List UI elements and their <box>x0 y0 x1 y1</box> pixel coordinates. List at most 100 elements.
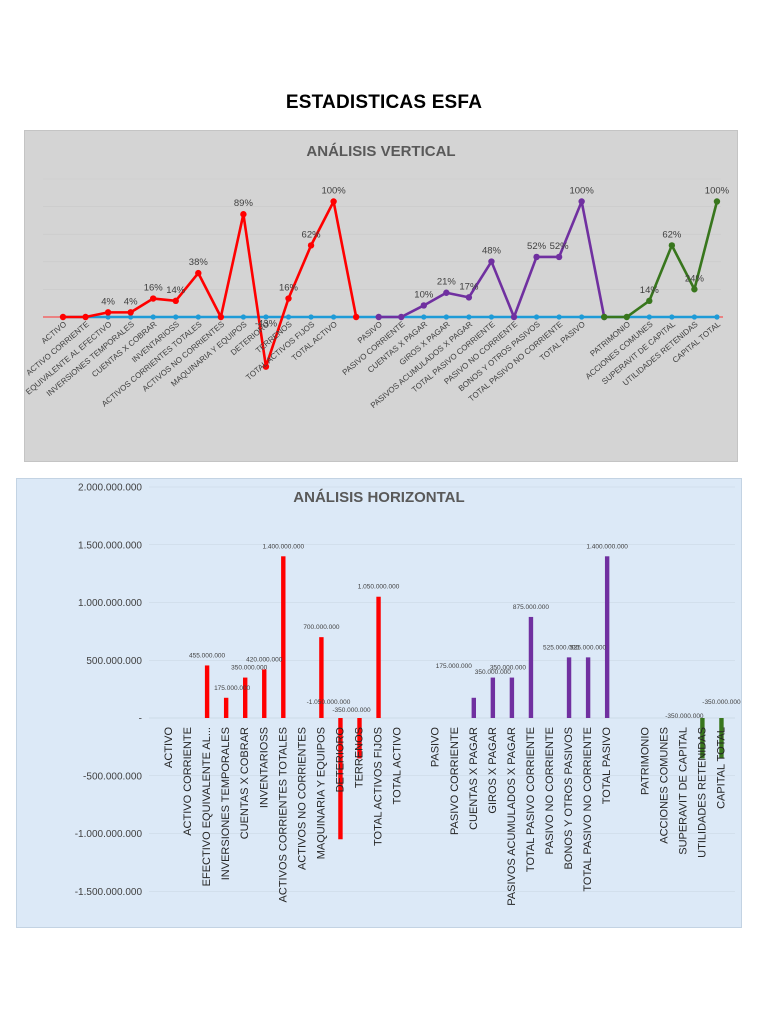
category-label: INVERSIONES TEMPORALES <box>220 727 232 880</box>
bar-data-label: -350.000.000 <box>332 707 371 714</box>
category-label: ACCIONES COMUNES <box>658 727 670 844</box>
baseline-point <box>128 314 134 320</box>
data-label: 100% <box>569 186 594 197</box>
y-tick-label: 2.000.000.000 <box>78 483 142 494</box>
data-label: 14% <box>166 285 186 296</box>
category-label: PASIVOS ACUMULADOS X PAGAR <box>506 727 518 906</box>
bar-data-label: 350.000.000 <box>231 665 268 672</box>
bar-data-label: 525.000.000 <box>543 644 580 651</box>
data-point <box>555 253 563 261</box>
bar <box>509 677 515 718</box>
horizontal-chart-title: ANÁLISIS HORIZONTAL <box>293 489 465 506</box>
data-point <box>285 295 292 302</box>
data-label: 89% <box>234 198 254 209</box>
baseline-point <box>240 314 246 320</box>
data-point <box>172 297 179 305</box>
data-point <box>217 313 225 321</box>
category-label: TOTAL PASIVO <box>601 727 613 805</box>
data-label: 10% <box>414 289 434 300</box>
y-tick-label: 1.500.000.000 <box>78 540 142 551</box>
series-line-2 <box>604 201 719 319</box>
category-label: TOTAL PASIVO CORRIENTE <box>525 727 537 872</box>
data-label: 62% <box>302 229 322 240</box>
data-point <box>150 295 157 302</box>
data-point <box>59 313 67 321</box>
bar <box>585 657 591 718</box>
bar-data-label: 455.000.000 <box>189 652 226 659</box>
category-label: CUENTAS X PAGAR <box>468 727 480 830</box>
baseline-point <box>105 314 111 320</box>
bar <box>281 556 286 718</box>
data-label: 62% <box>662 229 682 240</box>
category-label: DETERIORO <box>334 727 346 793</box>
data-point <box>127 309 134 316</box>
category-label: TERRENOS <box>354 727 366 788</box>
data-point <box>488 258 495 265</box>
bar <box>223 697 229 718</box>
bar-data-label: -350.000.000 <box>702 699 741 706</box>
category-label: PASIVO NO CORRIENTE <box>544 727 556 855</box>
category-label: ACTIVO CORRIENTE <box>182 727 194 836</box>
bar <box>528 616 534 718</box>
category-label: TOTAL ACTIVO <box>392 727 404 805</box>
category-label: EFECTIVO EQUIVALENTE AL... <box>201 727 213 886</box>
bar <box>262 669 267 718</box>
bar <box>490 677 496 718</box>
baseline-point <box>533 314 540 320</box>
data-point <box>578 198 585 205</box>
bar <box>204 665 210 718</box>
category-label: EQUIVALENTE AL EFECTIVO <box>24 320 113 397</box>
bar-data-label: 175.000.000 <box>214 685 251 692</box>
bar-data-label: 525.000.000 <box>570 644 607 651</box>
y-tick-label: 1.000.000.000 <box>78 598 142 609</box>
baseline-point <box>285 314 292 320</box>
bar-data-label: 350.000.000 <box>475 669 512 676</box>
bar-data-label: 420.000.000 <box>246 656 283 663</box>
data-label: 52% <box>527 241 547 252</box>
data-label: 4% <box>101 296 115 307</box>
data-label: 14% <box>640 285 660 296</box>
bar <box>376 596 381 718</box>
data-label: 100% <box>321 186 346 197</box>
horizontal-analysis-chart: ANÁLISIS HORIZONTAL 2.000.000.000 1.500.0… <box>16 478 742 928</box>
y-tick-label: - <box>139 714 142 725</box>
data-point <box>375 313 382 321</box>
baseline-point <box>331 314 337 320</box>
data-point <box>443 289 450 296</box>
bar <box>719 718 724 759</box>
category-label: GIROS X PAGAR <box>487 727 499 814</box>
baseline-point <box>646 314 652 320</box>
data-point <box>330 198 337 205</box>
data-label: 16% <box>144 283 164 294</box>
bar <box>471 697 476 718</box>
data-label: -43% <box>255 319 278 330</box>
data-point <box>691 286 698 293</box>
data-point <box>623 313 630 321</box>
data-label: 52% <box>550 241 570 252</box>
bar-data-label: 1.400.000.000 <box>586 543 628 550</box>
data-point <box>104 309 112 316</box>
data-point <box>465 294 473 301</box>
data-label: 21% <box>437 277 457 288</box>
bar <box>338 718 343 840</box>
category-label: ACTIVOS NO CORRIENTES <box>296 727 308 870</box>
baseline-point <box>691 314 698 320</box>
category-label: CAPITAL TOTAL <box>715 727 727 809</box>
category-label: INVENTARIOSS <box>258 727 270 808</box>
baseline-point <box>173 314 179 320</box>
category-label: MAQUINARIA Y EQUIPOS <box>315 727 327 859</box>
baseline-point <box>150 314 156 320</box>
data-label: 16% <box>279 283 299 294</box>
baseline-point <box>308 314 314 320</box>
bar-data-label: 175.000.000 <box>436 663 473 670</box>
data-point <box>601 313 608 321</box>
vertical-chart-svg: 4% 4%16% 14%38%89%-43%16%62%100%10%21% 17%4… <box>24 178 730 410</box>
data-point <box>307 242 315 249</box>
bar <box>243 677 248 718</box>
y-tick-label: -1.500.000.000 <box>75 887 143 898</box>
data-point <box>195 269 202 277</box>
bar-data-label: 1.400.000.000 <box>263 543 305 550</box>
bar-data-label: -350.000.000 <box>665 713 704 720</box>
data-point <box>82 313 89 321</box>
data-point <box>262 363 270 370</box>
